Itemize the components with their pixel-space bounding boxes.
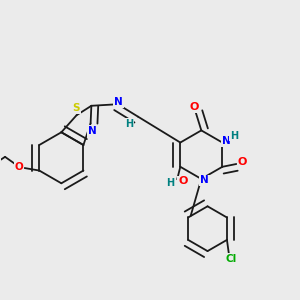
- Text: S: S: [72, 103, 80, 113]
- Text: N: N: [200, 176, 209, 185]
- Text: O: O: [15, 162, 23, 172]
- Text: H: H: [230, 131, 238, 141]
- Text: N: N: [222, 136, 230, 146]
- Text: O: O: [190, 102, 199, 112]
- Text: O: O: [178, 176, 188, 186]
- Text: N: N: [114, 97, 123, 107]
- Text: H: H: [166, 178, 174, 188]
- Text: N: N: [88, 126, 97, 136]
- Text: O: O: [238, 157, 247, 166]
- Text: H: H: [125, 118, 134, 128]
- Text: Cl: Cl: [225, 254, 237, 264]
